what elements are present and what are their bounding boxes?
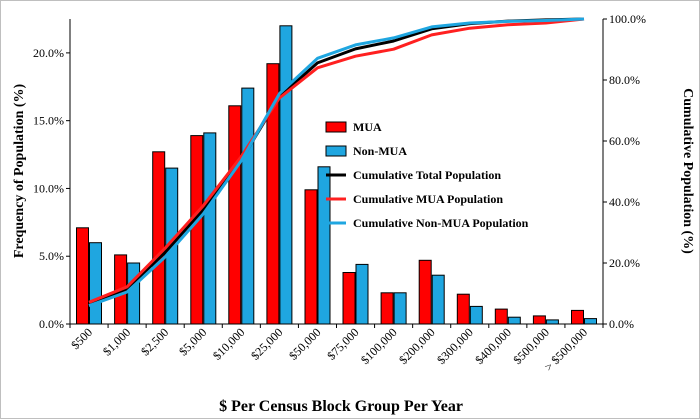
- y2-axis-title: Cumulative Population (%): [680, 88, 695, 254]
- bar-mua-12: [532, 315, 546, 325]
- y-tick-label-3: 15.0%: [33, 114, 64, 128]
- bar-non-mua-1: [127, 262, 141, 325]
- x-tick-label-4: $10,000: [210, 325, 247, 362]
- x-tick-label-8: $100,000: [358, 325, 400, 367]
- x-tick-label-6: $50,000: [286, 325, 323, 362]
- bar-mua-9: [418, 259, 432, 325]
- bar-non-mua-12: [545, 319, 559, 325]
- bar-non-mua-5: [279, 25, 293, 325]
- bar-non-mua-9: [431, 274, 445, 325]
- bar-non-mua-11: [507, 316, 521, 325]
- y2-tick-label-1: 20.0%: [609, 256, 640, 270]
- x-tick-label-1: $1,000: [100, 325, 133, 358]
- y2-tick-label-5: 100.0%: [609, 12, 646, 26]
- y-tick-label-2: 10.0%: [33, 181, 64, 195]
- x-tick-label-3: $5,000: [176, 325, 209, 358]
- y2-tick-label-3: 60.0%: [609, 134, 640, 148]
- legend: MUA Non-MUA Cumulative Total Population Cum…: [325, 120, 529, 230]
- legend-label-cumulative-non-mua-population: Cumulative Non-MUA Population: [353, 216, 529, 230]
- legend-label-mua: MUA: [353, 120, 382, 134]
- legend-swatch-non-mua: [325, 145, 347, 157]
- bar-mua-2: [152, 151, 166, 325]
- y-tick-label-0: 0.0%: [39, 317, 64, 331]
- x-tick-label-0: $500: [68, 325, 95, 352]
- x-axis-title: $ Per Census Block Group Per Year: [219, 398, 463, 415]
- bar-non-mua-0: [89, 242, 102, 325]
- y-axis-title: Frequency of Population (%): [12, 83, 27, 258]
- bar-non-mua-7: [355, 263, 369, 325]
- x-tick-label-2: $2,500: [138, 325, 171, 358]
- bar-non-mua-8: [393, 292, 407, 325]
- bar-non-mua-6: [317, 166, 331, 325]
- bar-mua-11: [494, 308, 508, 325]
- x-tick-label-11: $400,000: [472, 325, 514, 367]
- bar-mua-7: [342, 272, 356, 325]
- bar-mua-0: [76, 227, 89, 325]
- line-cumulative-non-mua-population: [88, 17, 585, 308]
- bar-mua-10: [456, 293, 470, 325]
- line-cumulative-mua-population: [88, 17, 585, 304]
- x-tick-label-10: $300,000: [434, 325, 476, 367]
- y2-tick-label-0: 0.0%: [609, 317, 634, 331]
- bar-non-mua-3: [203, 132, 217, 325]
- legend-label-cumulative-total-population: Cumulative Total Population: [353, 168, 501, 182]
- x-tick-label-7: $75,000: [324, 325, 361, 362]
- y2-tick-label-2: 40.0%: [609, 195, 640, 209]
- bar-mua-3: [190, 135, 204, 325]
- y2-tick-label-4: 80.0%: [609, 73, 640, 87]
- bar-mua-4: [228, 105, 242, 325]
- axes-group: [66, 18, 607, 328]
- legend-swatch-mua: [325, 121, 347, 133]
- legend-label-non-mua: Non-MUA: [353, 144, 407, 158]
- x-tick-label-9: $200,000: [396, 325, 438, 367]
- y-tick-label-4: 20.0%: [33, 46, 64, 60]
- bar-non-mua-13: [584, 318, 597, 325]
- bar-mua-8: [380, 292, 394, 325]
- x-tick-label-5: $25,000: [248, 325, 285, 362]
- bar-mua-13: [571, 309, 584, 325]
- bar-non-mua-4: [241, 87, 255, 325]
- bar-mua-6: [304, 189, 318, 325]
- legend-label-cumulative-mua-population: Cumulative MUA Population: [353, 192, 503, 206]
- line-series-group: [88, 17, 585, 308]
- y-tick-label-1: 5.0%: [39, 249, 64, 263]
- bar-non-mua-10: [469, 305, 483, 325]
